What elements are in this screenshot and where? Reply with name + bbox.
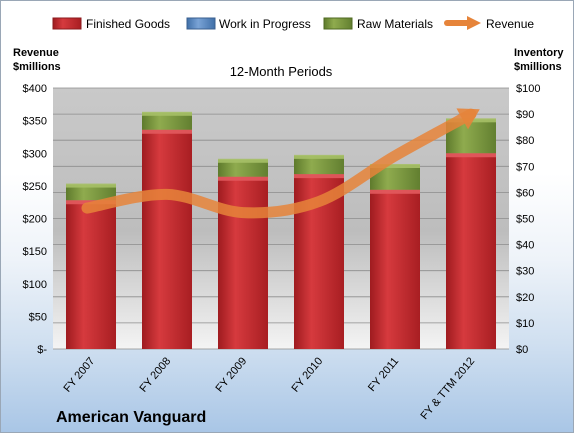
company-name: American Vanguard xyxy=(56,409,206,426)
legend-swatch-revenue xyxy=(444,16,481,30)
bar-raw-materials-top xyxy=(294,154,344,159)
bar-raw-materials-top xyxy=(66,183,116,188)
right-tick-label: $60 xyxy=(516,187,534,199)
right-tick-label: $10 xyxy=(516,318,534,330)
bar-finished-goods xyxy=(370,189,420,349)
legend-label-revenue: Revenue xyxy=(486,17,534,31)
left-tick-label: $100 xyxy=(23,279,47,291)
left-tick-label: $150 xyxy=(23,246,47,258)
left-tick-label: $400 xyxy=(23,83,47,95)
right-axis-ticks: $100 $90 $80 $70 $60 $50 $40 $30 $20 $10 $0 xyxy=(516,83,540,356)
x-tick-label: FY 2008 xyxy=(138,355,174,394)
right-tick-label: $70 xyxy=(516,161,534,173)
bar-finished-goods-top xyxy=(142,128,192,134)
bar-finished-goods xyxy=(142,129,192,349)
left-axis-ticks: $400 $350 $300 $250 $200 $150 $100 $50 $- xyxy=(23,83,48,356)
bar-raw-materials-top xyxy=(370,163,420,168)
bar-finished-goods xyxy=(66,200,116,349)
bar-finished-goods-top xyxy=(294,173,344,179)
legend-swatch-raw-materials xyxy=(323,17,353,30)
legend: Finished Goods Work in Progress Raw Mate… xyxy=(52,16,534,31)
right-axis-title-line1: Inventory xyxy=(514,47,564,59)
x-tick-label: FY & TTM 2012 xyxy=(418,355,477,422)
bar-raw-materials xyxy=(218,159,268,177)
bar-finished-goods xyxy=(446,153,496,349)
left-axis-title-line1: Revenue xyxy=(13,47,59,59)
legend-swatch-work-in-progress xyxy=(186,17,216,30)
right-tick-label: $30 xyxy=(516,266,534,278)
bar-raw-materials xyxy=(142,112,192,130)
left-tick-label: $300 xyxy=(23,148,47,160)
right-tick-label: $20 xyxy=(516,292,534,304)
legend-swatch-finished-goods xyxy=(52,17,82,30)
x-tick-label: FY 2007 xyxy=(62,355,98,394)
bar-finished-goods-top xyxy=(370,188,420,194)
x-tick-label: FY 2011 xyxy=(366,355,401,394)
right-tick-label: $90 xyxy=(516,109,534,121)
right-tick-label: $100 xyxy=(516,83,540,95)
right-tick-label: $80 xyxy=(516,135,534,147)
left-tick-label: $350 xyxy=(23,116,47,128)
left-axis-title-line2: $millions xyxy=(13,61,61,73)
bar-raw-materials xyxy=(294,155,344,175)
revenue-line-group xyxy=(81,108,480,219)
revenue-arrowhead xyxy=(456,108,480,130)
gridlines xyxy=(53,87,509,350)
bar-raw-materials-top xyxy=(218,158,268,163)
bar-finished-goods-top xyxy=(218,175,268,181)
right-axis-title-line2: $millions xyxy=(514,61,562,73)
bar-finished-goods-top xyxy=(446,152,496,158)
left-tick-label: $- xyxy=(37,344,47,356)
left-tick-label: $250 xyxy=(23,181,47,193)
right-tick-label: $40 xyxy=(516,240,534,252)
legend-label-raw-materials: Raw Materials xyxy=(357,17,433,31)
right-tick-label: $50 xyxy=(516,214,534,226)
bar-raw-materials-top xyxy=(142,111,192,116)
legend-label-finished-goods: Finished Goods xyxy=(86,17,170,31)
left-tick-label: $200 xyxy=(23,214,47,226)
x-tick-label: FY 2009 xyxy=(214,355,250,394)
bar-finished-goods xyxy=(218,176,268,349)
bar-raw-materials xyxy=(66,184,116,201)
bars xyxy=(66,111,496,349)
legend-label-work-in-progress: Work in Progress xyxy=(219,17,311,31)
left-tick-label: $50 xyxy=(29,311,47,323)
right-tick-label: $0 xyxy=(516,344,528,356)
revenue-line xyxy=(81,108,477,219)
chart-subtitle: 12-Month Periods xyxy=(230,64,333,79)
x-tick-label: FY 2010 xyxy=(290,355,326,394)
